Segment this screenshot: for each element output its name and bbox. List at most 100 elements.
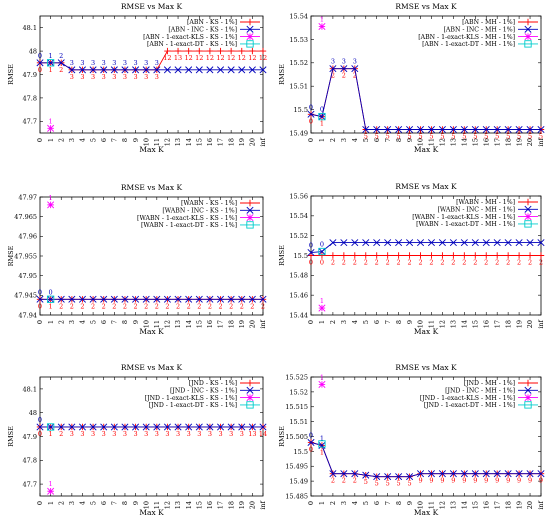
chart-2-xtick-label: 9 xyxy=(406,138,414,142)
chart-5-legend-entry: [JND - KS - 1%] xyxy=(189,380,237,387)
chart-3-xtick-label: 10 xyxy=(142,320,150,328)
chart-2-series-2-point xyxy=(471,125,479,134)
chart-3-xtick-label: 6 xyxy=(100,320,108,324)
chart-3-series-2-point xyxy=(259,295,267,303)
chart-2-series-2-point xyxy=(526,125,534,134)
chart-4-series-1-label: 2 xyxy=(506,259,510,267)
chart-1-series-2-label: 3 xyxy=(70,59,74,67)
chart-1-title: RMSE vs Max K xyxy=(121,2,183,11)
chart-4-xtick-label: 6 xyxy=(373,320,381,324)
chart-4-series-2-point xyxy=(329,239,337,247)
chart-1-series-1-label: 12 xyxy=(163,54,171,62)
chart-2-series-4-point xyxy=(318,112,326,121)
chart-1-series-1-label: 3 xyxy=(91,73,95,81)
chart-5-series-2-point xyxy=(89,423,97,431)
chart-4-series-1-label: 0 xyxy=(320,259,324,267)
chart-3-series-2-point xyxy=(185,295,193,303)
chart-3-series-2-point xyxy=(217,295,225,303)
chart-6-xtick-label: 1 xyxy=(318,501,326,505)
chart-2-series-2-point xyxy=(537,125,545,134)
chart-5-series-1-label: 13 xyxy=(248,430,256,438)
chart-5-series-1-label: 0 xyxy=(38,430,42,438)
chart-1-legend-marker xyxy=(246,33,254,41)
chart-6-series-1-label: 9 xyxy=(539,477,543,485)
chart-5-series-4-point xyxy=(46,423,55,431)
chart-6-ytick-label: 15.52 xyxy=(289,388,308,396)
chart-4-series-2-point xyxy=(318,248,326,256)
chart-3-series-1-label: 2 xyxy=(208,302,212,310)
chart-1-series-1-label: 12 xyxy=(248,54,256,62)
chart-2-legend-marker xyxy=(524,25,532,33)
chart-3-series-1-label: 1 xyxy=(49,302,53,310)
chart-5-xtick-label: 1 xyxy=(47,501,55,505)
chart-4-series-1-label: 2 xyxy=(364,259,368,267)
chart-3-series-1-label: 2 xyxy=(261,302,265,310)
chart-1-series-1-label: 3 xyxy=(102,73,106,81)
chart-4-series-1-label: 2 xyxy=(331,259,335,267)
chart-6-series-2-point xyxy=(427,470,435,478)
chart-1-series-2-label: 3 xyxy=(134,59,138,67)
chart-2-series-2-point xyxy=(427,125,435,134)
chart-1-series-1-label: 12 xyxy=(185,54,193,62)
chart-3-series-1-label: 2 xyxy=(91,302,95,310)
chart-4-xtick-label: 14 xyxy=(461,320,469,328)
chart-4-series-1-point xyxy=(537,252,545,259)
chart-5-series-1-label: 3 xyxy=(80,430,84,438)
chart-4-series-1-label: 2 xyxy=(517,259,521,267)
chart-3-series-2-point xyxy=(174,295,182,303)
chart-6-legend-entry: [JND - 1-exact-DT - MH - 1%] xyxy=(424,402,515,409)
chart-3-legend-marker xyxy=(246,206,254,214)
chart-2-series-2-point xyxy=(449,125,457,134)
chart-5-series-1-label: 3 xyxy=(208,430,212,438)
chart-5-series-1-label: 3 xyxy=(70,430,74,438)
chart-1-series-1-label: 12 xyxy=(216,54,224,62)
chart-5-xtick-label: 19 xyxy=(238,501,246,509)
chart-2-series-1-label: 5 xyxy=(386,132,390,140)
chart-6-ytick-label: 15.515 xyxy=(285,403,308,411)
chart-4-legend-entry: [WABN - 1-exact-KLS - MH - 1%] xyxy=(412,214,515,221)
chart-1-legend-marker xyxy=(246,25,254,33)
chart-4-xtick-label: 2 xyxy=(329,320,337,324)
chart-5-series-1-label: 3 xyxy=(240,430,244,438)
chart-5-series-1-label: 2 xyxy=(59,430,63,438)
chart-4-series-2-line xyxy=(310,242,541,253)
chart-1-legend: [ABN - KS - 1%][ABN - INC - KS - 1%][ABN… xyxy=(143,18,260,48)
chart-3-series-1-label: 2 xyxy=(155,302,159,310)
chart-1-ylabel: RMSE xyxy=(7,64,15,85)
chart-5-ytick-label: 47.9 xyxy=(23,433,37,441)
chart-6-series-1-label: 5 xyxy=(364,478,368,486)
chart-4-series-2-point xyxy=(373,239,381,247)
chart-2-xtick-label: 12 xyxy=(439,138,447,146)
chart-6-series-2-point xyxy=(493,470,501,478)
chart-6-xtick-label: 8 xyxy=(395,501,403,505)
chart-5-xtick-label: 10 xyxy=(142,501,150,509)
chart-2-ytick-label: 15.51 xyxy=(289,83,308,91)
chart-5-series-2-point xyxy=(248,423,256,431)
chart-6-series-1-label: 9 xyxy=(451,477,455,485)
chart-4-xtick-label: 7 xyxy=(384,320,392,324)
chart-3-legend-entry: [WABN - 1-exact-DT - KS - 1%] xyxy=(141,222,237,229)
chart-1-xtick-label: 16 xyxy=(206,138,214,146)
chart-4-series-3: 1 xyxy=(318,297,326,312)
chart-4-series-2-point xyxy=(340,239,348,247)
chart-3-ytick-label: 47.95 xyxy=(18,272,37,280)
chart-1-xtick-label: 7 xyxy=(111,138,119,142)
chart-3-legend-entry: [WABN - 1-exact-KLS - KS - 1%] xyxy=(137,215,237,222)
chart-5-series-2-point xyxy=(78,423,86,431)
chart-1-series-1-label: 13 xyxy=(174,54,182,62)
chart-2-series-3-label: 1 xyxy=(320,16,324,24)
chart-1-ytick-label: 47.9 xyxy=(23,71,37,79)
chart-4-series-1-label: 2 xyxy=(539,259,543,267)
chart-4-xtick-label: 16 xyxy=(482,320,490,328)
chart-3-series-2-point xyxy=(206,295,214,303)
chart-1-xtick-label: 19 xyxy=(238,138,246,146)
chart-1-series-2-point xyxy=(57,59,65,67)
chart-4-xtick-label: 8 xyxy=(395,320,403,324)
chart-3-series-2-point xyxy=(142,295,150,303)
chart-1-series-1-label: 3 xyxy=(112,73,116,81)
chart-2-series-1-label: 5 xyxy=(506,132,510,140)
chart-5-series-2-label: 0 xyxy=(38,416,42,424)
chart-2-series-2-label: 0 xyxy=(320,106,324,114)
